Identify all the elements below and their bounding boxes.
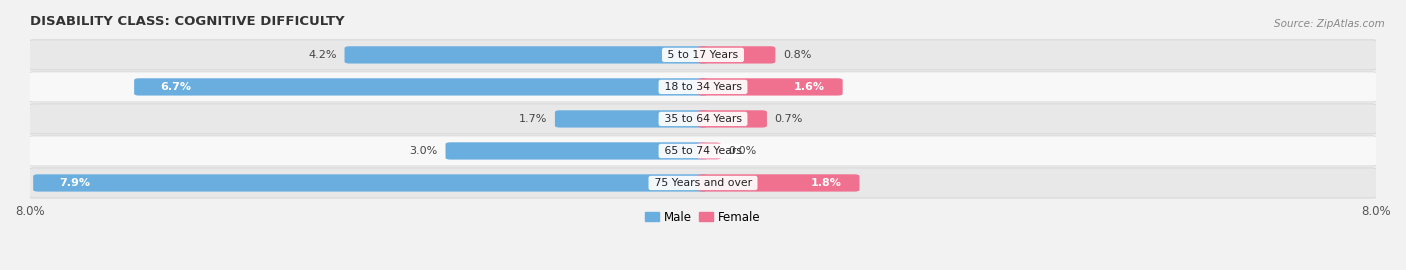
Text: 65 to 74 Years: 65 to 74 Years	[661, 146, 745, 156]
FancyBboxPatch shape	[27, 72, 1379, 102]
Text: Source: ZipAtlas.com: Source: ZipAtlas.com	[1274, 19, 1385, 29]
Text: 0.8%: 0.8%	[783, 50, 811, 60]
FancyBboxPatch shape	[697, 110, 766, 127]
FancyBboxPatch shape	[134, 78, 709, 96]
FancyBboxPatch shape	[697, 46, 775, 63]
Text: 0.0%: 0.0%	[728, 146, 756, 156]
FancyBboxPatch shape	[344, 46, 709, 63]
FancyBboxPatch shape	[27, 168, 1379, 198]
FancyBboxPatch shape	[27, 136, 1379, 166]
FancyBboxPatch shape	[27, 40, 1379, 70]
Legend: Male, Female: Male, Female	[641, 206, 765, 228]
FancyBboxPatch shape	[555, 110, 709, 127]
Text: 5 to 17 Years: 5 to 17 Years	[664, 50, 742, 60]
Text: 7.9%: 7.9%	[59, 178, 90, 188]
FancyBboxPatch shape	[697, 78, 842, 96]
Text: 75 Years and over: 75 Years and over	[651, 178, 755, 188]
Text: 1.6%: 1.6%	[794, 82, 825, 92]
Text: 0.7%: 0.7%	[775, 114, 803, 124]
Text: 4.2%: 4.2%	[308, 50, 337, 60]
FancyBboxPatch shape	[34, 174, 709, 192]
Text: 6.7%: 6.7%	[160, 82, 191, 92]
FancyBboxPatch shape	[697, 142, 721, 160]
Text: DISABILITY CLASS: COGNITIVE DIFFICULTY: DISABILITY CLASS: COGNITIVE DIFFICULTY	[30, 15, 344, 28]
Text: 18 to 34 Years: 18 to 34 Years	[661, 82, 745, 92]
Text: 1.7%: 1.7%	[519, 114, 547, 124]
Text: 3.0%: 3.0%	[409, 146, 437, 156]
Text: 35 to 64 Years: 35 to 64 Years	[661, 114, 745, 124]
FancyBboxPatch shape	[27, 104, 1379, 134]
FancyBboxPatch shape	[446, 142, 709, 160]
FancyBboxPatch shape	[697, 174, 859, 192]
Text: 1.8%: 1.8%	[811, 178, 842, 188]
